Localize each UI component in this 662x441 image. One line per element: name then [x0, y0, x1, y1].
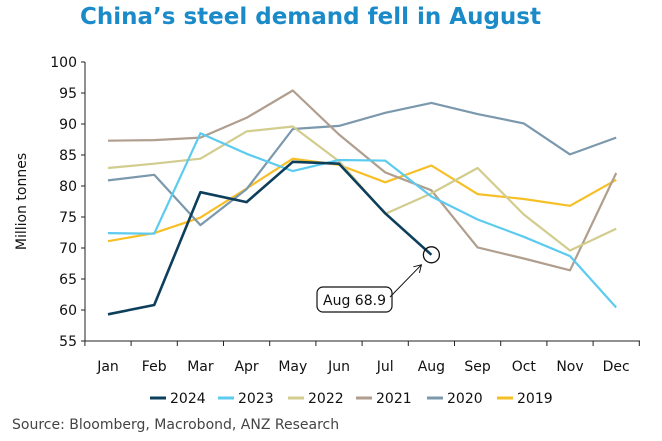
series-line-2024 [107, 160, 433, 316]
x-tick-label-feb: Feb [142, 359, 167, 375]
series-line-2021 [107, 89, 618, 272]
x-tick-label-jun: Jun [327, 359, 350, 375]
annotation-arrow [389, 264, 422, 298]
series-line-2020 [107, 101, 617, 227]
x-tick-label-aug: Aug [418, 359, 445, 375]
legend-label-2021: 2021 [376, 391, 412, 407]
y-tick-label-95: 95 [59, 86, 77, 102]
x-tick-label-apr: Apr [234, 359, 258, 375]
x-tick-label-may: May [278, 359, 307, 375]
series-line-2019 [107, 157, 617, 243]
series-line-2023 [107, 132, 618, 309]
y-tick-label-75: 75 [59, 210, 77, 226]
x-tick-label-jul: Jul [376, 359, 394, 375]
x-tick-label-sep: Sep [464, 359, 491, 375]
x-tick-label-nov: Nov [556, 359, 583, 375]
annotation-circle [422, 246, 441, 264]
annotation-arrowhead [413, 264, 423, 273]
axes: 55 60 65 70 75 80 85 90 95 100 Jan Feb Mar Apr May Jun J… [14, 55, 640, 375]
x-tick-label-oct: Oct [512, 359, 537, 375]
x-tick-label-mar: Mar [187, 359, 214, 375]
y-tick-label-60: 60 [59, 303, 77, 319]
legend: 2024 2023 2022 2021 2020 2019 [150, 391, 553, 407]
y-tick-label-65: 65 [59, 272, 77, 288]
annotation-layer: Aug 68.9 [316, 246, 441, 313]
y-tick-label-90: 90 [59, 117, 77, 133]
legend-label-2024: 2024 [170, 391, 206, 407]
series-layer [107, 89, 618, 316]
y-tick-label-80: 80 [59, 179, 77, 195]
legend-label-2019: 2019 [517, 391, 553, 407]
chart-title: China’s steel demand fell in August [80, 4, 541, 30]
x-tick-label-dec: Dec [603, 359, 630, 375]
source-note: Source: Bloomberg, Macrobond, ANZ Resear… [12, 417, 340, 433]
y-tick-label-85: 85 [59, 148, 77, 164]
y-tick-label-55: 55 [59, 334, 77, 350]
annotation-label: Aug 68.9 [323, 293, 386, 309]
y-tick-label-100: 100 [50, 55, 77, 71]
legend-label-2020: 2020 [447, 391, 483, 407]
y-tick-label-70: 70 [59, 241, 77, 257]
annotation-box [316, 286, 393, 313]
y-axis-title: Million tonnes [14, 153, 30, 250]
legend-label-2023: 2023 [238, 391, 274, 407]
x-tick-label-jan: Jan [96, 359, 119, 375]
legend-label-2022: 2022 [308, 391, 344, 407]
